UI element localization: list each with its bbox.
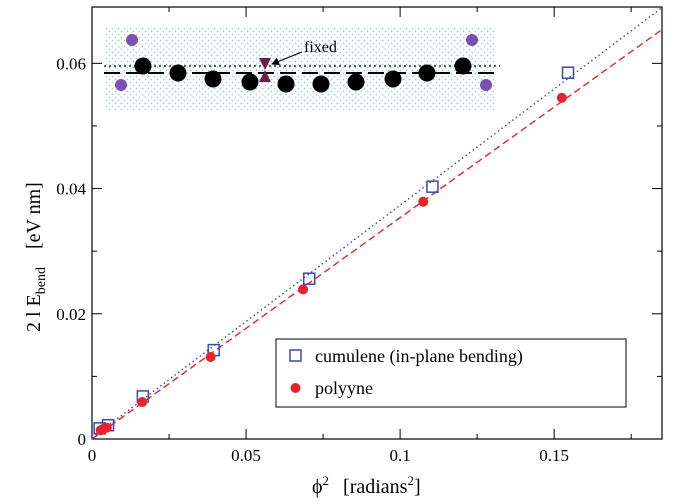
legend-marker-polyyne bbox=[290, 383, 301, 393]
inset-atom bbox=[277, 75, 295, 93]
legend-marker-cumulene bbox=[289, 349, 302, 362]
x-tick-label: 0.1 bbox=[389, 446, 410, 465]
fixed-annotation: fixed bbox=[304, 39, 337, 56]
data-point-polyyne bbox=[556, 92, 567, 103]
data-point-polyyne bbox=[101, 422, 112, 433]
x-tick-label: 0.05 bbox=[231, 446, 261, 465]
legend-box bbox=[275, 338, 627, 408]
x-tick-label: 0 bbox=[88, 446, 97, 465]
x-axis-title: ϕ2 [radians2] bbox=[312, 473, 421, 498]
data-point-cumulene bbox=[426, 180, 439, 193]
y-tick-label: 0.02 bbox=[56, 305, 86, 324]
inset-atom bbox=[312, 75, 330, 93]
fit-lines bbox=[91, 7, 663, 440]
data-point-polyyne bbox=[137, 397, 148, 408]
legend-label-cumulene: cumulene (in-plane bending) bbox=[315, 346, 523, 367]
data-points bbox=[93, 66, 575, 436]
inset-atom bbox=[204, 70, 222, 88]
inset-background bbox=[104, 26, 496, 110]
inset-illustration: fixed bbox=[104, 26, 500, 110]
inset-atom-end bbox=[126, 34, 138, 46]
inset-atom bbox=[347, 73, 365, 91]
inset-atom bbox=[134, 57, 152, 75]
legend-label-polyyne: polyyne bbox=[315, 378, 373, 398]
fit-line bbox=[91, 7, 663, 439]
inset-atom bbox=[454, 57, 472, 75]
inset-atom-end bbox=[466, 34, 478, 46]
data-point-polyyne bbox=[298, 284, 309, 295]
y-tick-label: 0.04 bbox=[56, 180, 86, 199]
inset-atom bbox=[241, 73, 259, 91]
fit-line bbox=[91, 28, 663, 440]
fixed-arrow bbox=[271, 51, 303, 66]
y-tick-label: 0 bbox=[78, 430, 87, 449]
inset-atom bbox=[384, 70, 402, 88]
fixed-point-marker bbox=[259, 58, 271, 82]
legend: cumulene (in-plane bending) polyyne bbox=[275, 338, 627, 408]
x-tick-label: 0.15 bbox=[539, 446, 569, 465]
y-tick-label: 0.06 bbox=[56, 54, 86, 73]
inset-atom-end bbox=[480, 79, 492, 91]
inset-atom bbox=[418, 64, 436, 82]
data-point-cumulene bbox=[561, 66, 575, 79]
y-axis-title: 2 l Ebend[eV nm] bbox=[23, 182, 49, 332]
data-point-cumulene bbox=[302, 272, 316, 285]
data-point-polyyne bbox=[418, 196, 429, 207]
inset-atom-end bbox=[115, 79, 127, 91]
data-point-polyyne bbox=[205, 351, 216, 362]
axis-ticks: 0 0.05 0.1 0.15 0 0.02 0.04 0.06 bbox=[56, 7, 662, 465]
inset-atom bbox=[169, 64, 187, 82]
